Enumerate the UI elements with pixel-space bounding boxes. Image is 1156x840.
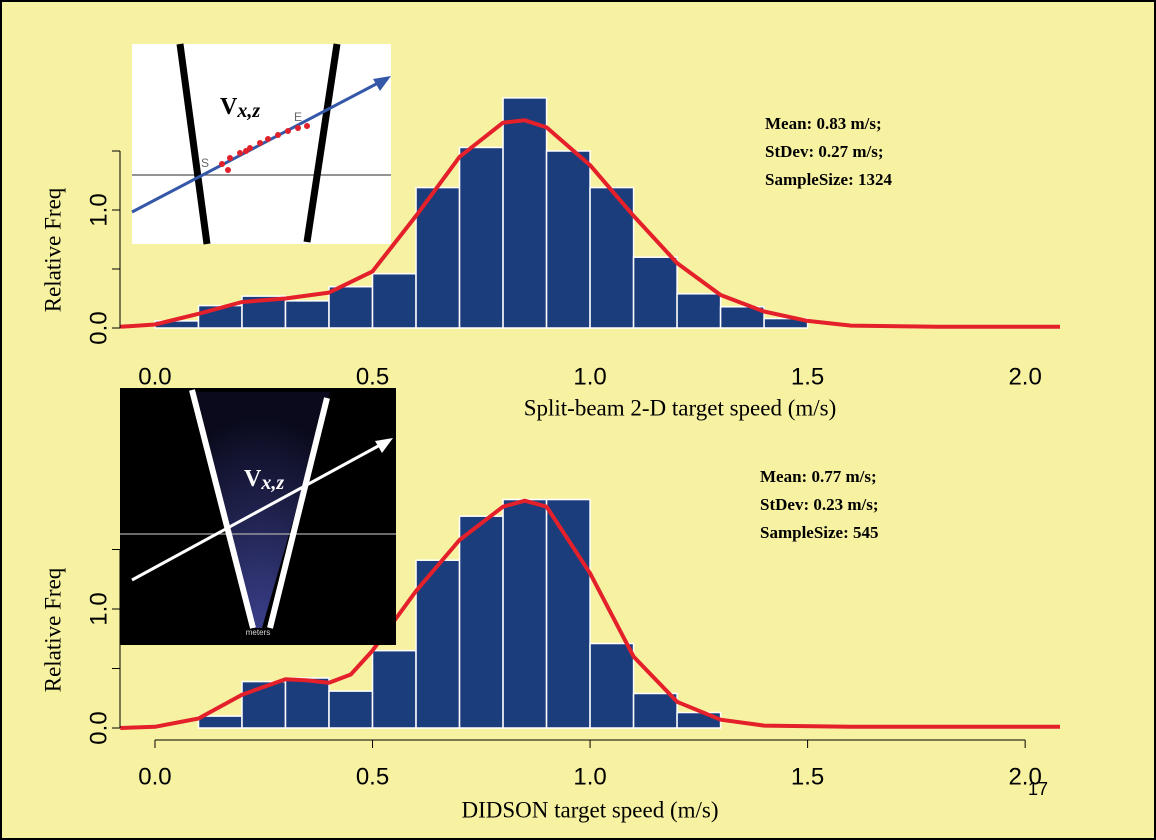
inset-label: Vx,z (220, 94, 260, 122)
inset-diagram: Vx,z S E (131, 43, 391, 245)
inset-label-main: V (244, 466, 262, 492)
stat-annotation: Mean: 0.77 m/s; (760, 467, 877, 486)
stat-annotation: SampleSize: 545 (760, 523, 879, 542)
inset-marker: E (294, 110, 302, 124)
density-curve (120, 498, 1060, 730)
bar (545, 150, 591, 329)
echo-track (219, 123, 310, 173)
x-tick-label: 1.0 (573, 363, 606, 390)
bar (545, 498, 591, 729)
bar (763, 317, 809, 329)
arrow-head (373, 76, 391, 91)
bar (371, 272, 417, 329)
bar (284, 677, 330, 729)
bar (284, 300, 330, 329)
bar (589, 642, 635, 729)
stat-annotation: StDev: 0.27 m/s; (765, 142, 884, 161)
x-tick-label: 0.5 (356, 363, 389, 390)
inset-label-sub: x,z (260, 472, 284, 494)
x-tick-label: 0.5 (356, 763, 389, 790)
inset-marker: S (201, 156, 209, 170)
bar (371, 649, 417, 729)
bar (458, 146, 504, 329)
y-tick-label: 1.0 (85, 193, 112, 226)
density-curve (120, 118, 1060, 329)
x-tick-label: 1.0 (573, 763, 606, 790)
x-axis-title: DIDSON target speed (m/s) (462, 797, 719, 822)
x-tick-label: 0.0 (138, 763, 171, 790)
slide-number: 17 (1028, 779, 1048, 799)
y-axis-title: Relative Freq (40, 567, 65, 692)
x-tick-label: 0.0 (138, 363, 171, 390)
y-axis-title: Relative Freq (40, 187, 65, 312)
bar (502, 498, 548, 729)
inset-sonar: Vx,z meters (120, 388, 396, 645)
beam-edge (189, 389, 256, 629)
stat-annotation: SampleSize: 1324 (765, 170, 893, 189)
bar (415, 559, 461, 729)
arrow (131, 442, 383, 582)
y-tick-label: 1.0 (85, 592, 112, 625)
inset-label-main: V (220, 94, 238, 120)
bar (328, 285, 374, 329)
arrow (131, 80, 381, 214)
stat-annotation: StDev: 0.23 m/s; (760, 495, 879, 514)
bar (328, 690, 374, 729)
x-axis-title: Split-beam 2-D target speed (m/s) (524, 395, 837, 420)
beam-edge (303, 43, 341, 243)
beam-edge (267, 397, 330, 629)
stat-annotation: Mean: 0.83 m/s; (765, 114, 882, 133)
bar (676, 293, 722, 329)
bar (719, 306, 765, 329)
y-tick-label: 0.0 (85, 711, 112, 744)
x-tick-label: 2.0 (1008, 763, 1041, 790)
x-tick-label: 1.5 (791, 363, 824, 390)
x-tick-label: 1.5 (791, 763, 824, 790)
bar (458, 515, 504, 729)
charts: 0.0 1.0 0.0 0.5 1.0 1.5 2.0 Split-beam 2-D targ… (40, 97, 1060, 822)
bar (197, 715, 243, 729)
inset-label-sub: x,z (236, 100, 260, 122)
bar (589, 186, 635, 329)
arrow-head (375, 438, 393, 453)
inset-unit: meters (246, 628, 270, 637)
bar (632, 256, 678, 329)
inset-label: Vx,z (244, 466, 284, 494)
bar (502, 97, 548, 329)
x-tick-label: 2.0 (1008, 363, 1041, 390)
bar (632, 692, 678, 729)
beam-edge (176, 43, 211, 245)
y-tick-label: 0.0 (85, 311, 112, 344)
